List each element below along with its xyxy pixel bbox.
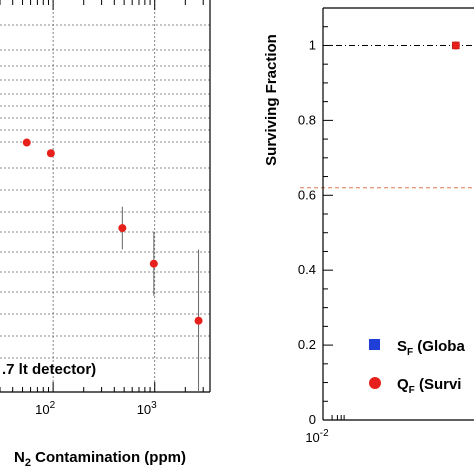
left-point-4 [194,316,203,325]
right-ytick-label-5: 1 [309,37,316,52]
right-ytick-label-2: 0.4 [298,262,316,277]
right-reference-lines [300,44,474,189]
left-xtick-label-0: 102 [35,400,55,417]
right-ticks [323,7,345,421]
left-point-2 [118,224,127,233]
right-point-sf-0 [452,41,460,50]
right-legend: SF (Globa QF (Survi [369,338,465,396]
left-frame [0,0,211,393]
left-x-axis-title: N2 Contamination (ppm) [14,449,186,469]
left-xtick-label-1: 103 [137,400,157,417]
legend-marker-0 [369,339,380,350]
right-ytick-label-1: 0.2 [298,337,316,352]
left-points [22,138,203,325]
legend-label-1: QF (Survi [397,376,461,396]
left-grid [0,0,210,392]
right-y-axis-title: Surviving Fraction [263,34,280,166]
legend-marker-1 [369,377,381,389]
right-ytick-label-4: 0.8 [298,112,316,127]
right-tick-labels: 0 0.2 0.4 0.6 0.8 1 10-2 [298,37,329,445]
right-panel: 0 0.2 0.4 0.6 0.8 1 10-2 SF (Globa QF (Survi Su… [263,7,474,445]
right-points [451,41,460,50]
legend-label-0: SF (Globa [397,338,465,358]
left-point-3 [149,259,158,268]
right-ytick-label-0: 0 [309,412,316,427]
left-point-1 [46,149,55,158]
right-xtick-label-0: 10-2 [305,428,329,445]
left-point-0 [22,138,31,147]
right-ytick-label-3: 0.6 [298,187,316,202]
left-annotation: .7 lt detector) [2,361,96,378]
left-panel: 102 103 .7 lt detector) N2 Contamination … [0,0,211,469]
left-tick-labels: 102 103 [35,400,157,417]
left-ticks [0,0,204,392]
